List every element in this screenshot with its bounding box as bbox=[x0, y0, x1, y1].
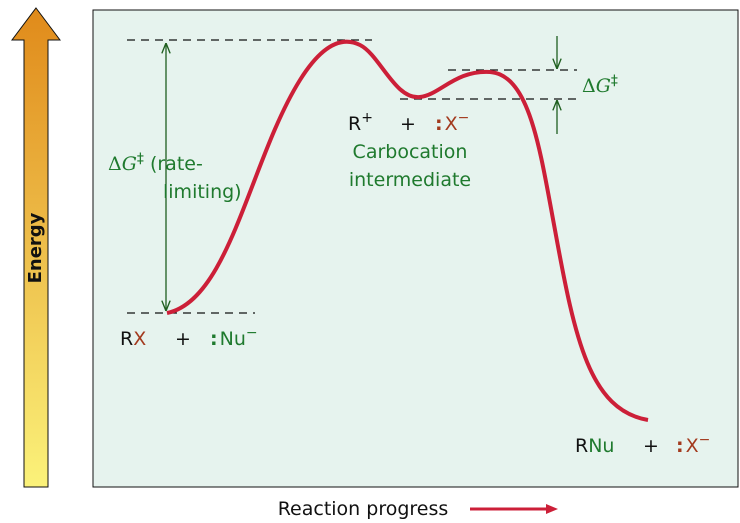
reactants: RX +: Nu− bbox=[120, 325, 258, 350]
y-axis-label: Energy bbox=[25, 212, 46, 283]
progress-arrow-head bbox=[546, 504, 558, 514]
barrier-label: ΔG‡ bbox=[582, 73, 618, 97]
x-axis-label: Reaction progress bbox=[278, 498, 449, 520]
plot-panel bbox=[92, 9, 739, 488]
energy-curve bbox=[166, 39, 649, 422]
intermediate-label: Carbocation bbox=[353, 141, 468, 163]
intermediate-label: intermediate bbox=[349, 169, 471, 191]
barrier-label: ΔG‡ (rate- bbox=[108, 151, 203, 175]
barrier-label: limiting) bbox=[163, 181, 242, 203]
energy-arrow bbox=[11, 7, 61, 488]
products: RNu +: X− bbox=[575, 432, 710, 457]
intermediate-species: R+ +: X− bbox=[348, 110, 469, 135]
